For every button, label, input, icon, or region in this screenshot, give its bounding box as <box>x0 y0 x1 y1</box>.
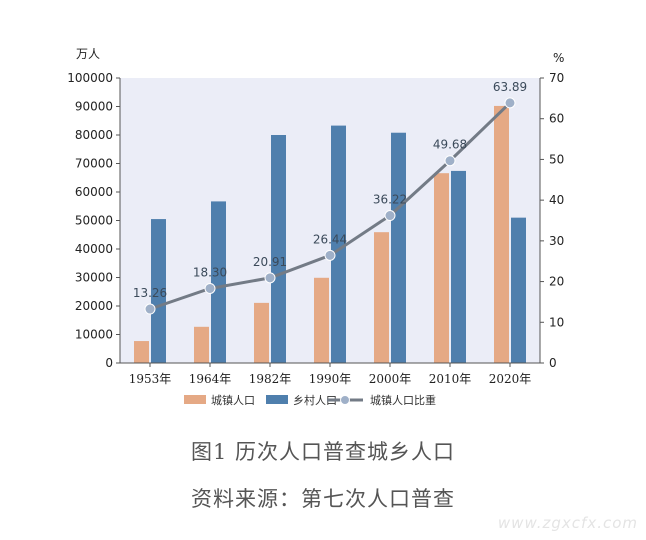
data-label: 13.26 <box>133 286 167 300</box>
urbanization-point <box>324 249 336 261</box>
left-tick-label: 70000 <box>75 157 113 171</box>
legend-swatch-marker <box>340 395 350 405</box>
legend-swatch <box>266 395 288 404</box>
left-tick-label: 80000 <box>75 128 113 142</box>
bar-rural <box>271 135 286 363</box>
legend-label: 城镇人口比重 <box>370 393 436 407</box>
left-axis-unit: 万人 <box>76 47 100 61</box>
bar-urban <box>254 302 269 363</box>
right-axis-unit: % <box>553 51 564 65</box>
right-tick-label: 30 <box>549 234 564 248</box>
bar-urban <box>314 277 329 363</box>
urbanization-point <box>204 282 216 294</box>
right-tick-label: 20 <box>549 275 564 289</box>
legend-swatch <box>184 395 206 404</box>
legend-label: 乡村人口 <box>293 393 337 407</box>
bar-rural <box>331 125 346 363</box>
data-label: 18.30 <box>193 265 227 279</box>
data-label: 49.68 <box>433 138 467 152</box>
bar-rural <box>151 219 166 363</box>
bar-urban <box>374 232 389 363</box>
legend: 城镇人口 乡村人口 城镇人口比重 <box>184 393 436 407</box>
caption-title: 图1 历次人口普查城乡人口 <box>190 440 456 464</box>
urbanization-point <box>144 303 156 315</box>
bar-rural <box>391 132 406 363</box>
bar-urban <box>134 341 149 363</box>
data-label: 63.89 <box>493 80 527 94</box>
bar-rural <box>511 217 526 363</box>
right-tick-label: 10 <box>549 315 564 329</box>
right-tick-label: 70 <box>549 71 564 85</box>
legend-label: 城镇人口 <box>211 393 255 407</box>
caption-source: 资料来源：第七次人口普查 <box>191 487 455 511</box>
plot-area <box>120 78 540 363</box>
left-tick-label: 20000 <box>75 299 113 313</box>
right-tick-label: 50 <box>549 152 564 166</box>
left-tick-label: 40000 <box>75 242 113 256</box>
data-label: 26.44 <box>313 232 347 246</box>
watermark: www.zgxcfx.com <box>497 514 638 532</box>
right-tick-label: 0 <box>549 356 557 370</box>
bar-rural <box>451 170 466 363</box>
bar-urban <box>494 105 509 364</box>
bar-rural <box>211 201 226 363</box>
x-tick-label: 2020年 <box>489 372 532 386</box>
left-tick-label: 0 <box>105 356 113 370</box>
right-tick-label: 40 <box>549 193 564 207</box>
bar-urban <box>434 173 449 363</box>
left-tick-label: 30000 <box>75 271 113 285</box>
left-tick-label: 10000 <box>75 328 113 342</box>
urbanization-point <box>384 210 396 222</box>
x-tick-label: 2000年 <box>369 372 412 386</box>
right-tick-label: 60 <box>549 112 564 126</box>
x-tick-label: 1964年 <box>189 372 232 386</box>
left-tick-label: 90000 <box>75 100 113 114</box>
x-tick-label: 1953年 <box>129 372 172 386</box>
bar-urban <box>194 326 209 363</box>
x-tick-label: 1982年 <box>249 372 292 386</box>
urbanization-point <box>504 97 516 109</box>
data-label: 36.22 <box>373 193 407 207</box>
left-tick-label: 50000 <box>75 214 113 228</box>
urbanization-point <box>444 155 456 167</box>
left-tick-label: 60000 <box>75 185 113 199</box>
x-tick-label: 1990年 <box>309 372 352 386</box>
urbanization-point <box>264 272 276 284</box>
data-label: 20.91 <box>253 255 287 269</box>
left-tick-label: 100000 <box>67 71 113 85</box>
x-tick-label: 2010年 <box>429 372 472 386</box>
